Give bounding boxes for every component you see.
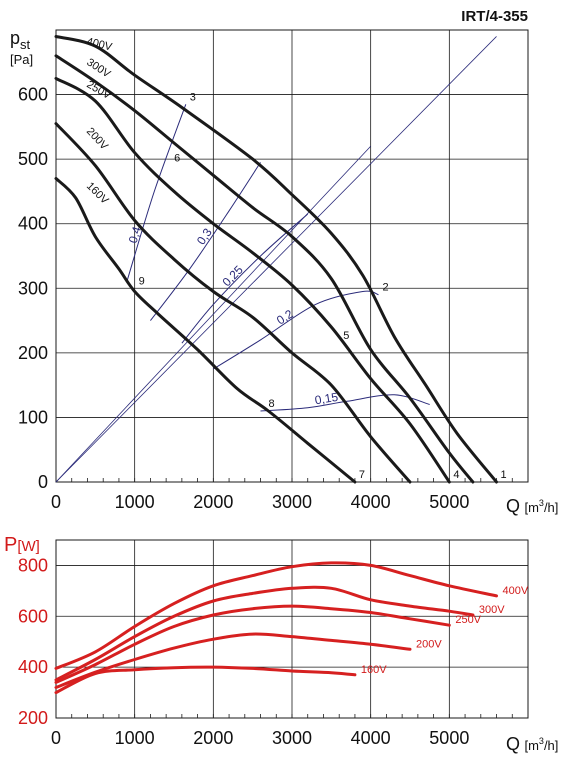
top-y-tick-label: 0 xyxy=(38,472,48,492)
operating-point-9: 9 xyxy=(139,275,145,287)
top-chart-grid xyxy=(55,30,529,482)
pressure-curve-label-250v: 250V xyxy=(84,79,113,103)
top-x-axis-unit-tail: /h] xyxy=(544,500,558,515)
system-line-1 xyxy=(55,36,497,483)
top-y-tick-label: 300 xyxy=(18,278,48,298)
top-y-tick-label: 400 xyxy=(18,214,48,234)
top-chart-x-tick-labels: 0 1000 2000 3000 4000 5000 xyxy=(51,492,469,512)
pressure-curve-300v xyxy=(54,54,475,484)
top-y-axis-sub: st xyxy=(20,37,31,52)
operating-point-6: 6 xyxy=(174,153,180,165)
operating-point-4: 4 xyxy=(453,469,459,481)
efficiency-label-0-25: 0,25 xyxy=(219,263,246,290)
bottom-y-tick-label: 800 xyxy=(18,555,48,575)
power-curve-label-200v: 200V xyxy=(416,638,442,650)
model-title: IRT/4-355 xyxy=(461,8,528,25)
bottom-chart-frame xyxy=(55,539,529,719)
top-x-axis-unit-base: [m xyxy=(524,500,538,515)
bottom-x-tick-label: 5000 xyxy=(429,728,469,748)
power-curve-250v xyxy=(54,604,451,684)
top-chart-operating-points: 1 2 3 4 5 6 7 8 9 xyxy=(139,91,507,481)
top-x-tick-label: 5000 xyxy=(429,492,469,512)
pressure-curve-250v xyxy=(54,76,451,484)
top-x-tick-label: 0 xyxy=(51,492,61,512)
power-curve-300v xyxy=(54,585,475,682)
top-y-axis-main: p xyxy=(10,28,20,48)
bottom-y-tick-label: 600 xyxy=(18,606,48,626)
top-x-axis-unit-sup: 3 xyxy=(539,498,544,508)
power-curve-400v xyxy=(54,561,498,670)
power-curve-label-400v: 400V xyxy=(503,585,529,597)
top-x-axis-main: Q xyxy=(506,496,520,516)
operating-point-7: 7 xyxy=(359,469,365,481)
top-chart-y-tick-labels: 0 100 200 300 400 500 600 xyxy=(18,85,48,492)
operating-point-1: 1 xyxy=(501,469,507,481)
operating-point-8: 8 xyxy=(268,398,274,410)
efficiency-line-0-2 xyxy=(213,290,379,370)
pressure-curve-label-200v: 200V xyxy=(84,125,111,152)
efficiency-label-0-4: 0,4 xyxy=(126,225,144,245)
bottom-y-tick-label: 200 xyxy=(18,708,48,728)
top-y-tick-label: 100 xyxy=(18,407,48,427)
efficiency-label-0-15: 0,15 xyxy=(314,390,340,408)
top-x-axis-title: Q [m3/h] xyxy=(506,496,558,516)
bottom-y-axis-title: P[W] xyxy=(4,534,40,556)
bottom-x-tick-label: 1000 xyxy=(115,728,155,748)
efficiency-line-0-15 xyxy=(260,394,430,412)
bottom-y-tick-label: 400 xyxy=(18,657,48,677)
top-x-tick-label: 2000 xyxy=(193,492,233,512)
power-curve-label-250v: 250V xyxy=(455,614,481,626)
system-line-2 xyxy=(55,145,371,483)
bottom-x-axis-unit-sup: 3 xyxy=(539,736,544,746)
pressure-curve-label-160v: 160V xyxy=(84,180,111,207)
top-y-axis-unit: [Pa] xyxy=(10,52,33,67)
top-chart-system-lines xyxy=(55,36,497,483)
bottom-chart-y-tick-labels: 200 400 600 800 xyxy=(18,555,48,728)
pressure-curve-label-400v: 400V xyxy=(85,36,113,54)
top-chart-frame xyxy=(55,29,529,483)
top-x-tick-label: 4000 xyxy=(351,492,391,512)
bottom-y-axis-main: P xyxy=(4,534,17,556)
efficiency-label-0-3: 0,3 xyxy=(194,225,215,247)
bottom-x-axis-title: Q [m3/h] xyxy=(506,734,558,754)
bottom-x-tick-label: 0 xyxy=(51,728,61,748)
top-y-axis-title: pst xyxy=(10,28,31,52)
efficiency-line-0-3 xyxy=(150,162,261,321)
pressure-curve-400v xyxy=(54,35,498,484)
bottom-chart-x-tick-labels: 0 1000 2000 3000 4000 5000 xyxy=(51,728,469,748)
power-curve-label-300v: 300V xyxy=(479,604,505,616)
efficiency-line-0-4 xyxy=(126,104,187,282)
operating-point-2: 2 xyxy=(383,282,389,294)
power-curve-160v xyxy=(54,665,357,695)
bottom-y-axis-unit: [W] xyxy=(17,538,40,555)
pressure-curve-200v xyxy=(54,122,412,484)
bottom-x-axis-unit-base: [m xyxy=(524,738,538,753)
operating-point-3: 3 xyxy=(190,91,196,103)
power-curve-200v xyxy=(54,632,412,689)
bottom-x-tick-label: 2000 xyxy=(193,728,233,748)
bottom-x-tick-label: 3000 xyxy=(272,728,312,748)
bottom-x-axis-main: Q xyxy=(506,734,520,754)
pressure-curve-160v xyxy=(54,177,357,484)
top-x-tick-label: 1000 xyxy=(115,492,155,512)
top-y-tick-label: 500 xyxy=(18,149,48,169)
bottom-x-axis-unit-tail: /h] xyxy=(544,738,558,753)
bottom-x-tick-label: 4000 xyxy=(351,728,391,748)
power-curve-label-160v: 160V xyxy=(361,664,387,676)
top-y-tick-label: 600 xyxy=(18,85,48,105)
top-y-tick-label: 200 xyxy=(18,343,48,363)
operating-point-5: 5 xyxy=(343,330,349,342)
top-x-tick-label: 3000 xyxy=(272,492,312,512)
efficiency-label-0-2: 0,2 xyxy=(274,307,296,328)
